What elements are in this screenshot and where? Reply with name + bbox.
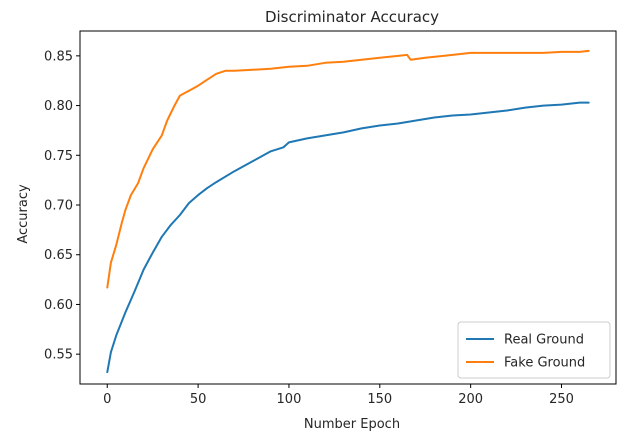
legend-label-2: Fake Ground <box>504 356 585 371</box>
y-tick-label: 0.75 <box>44 149 73 164</box>
y-tick-label: 0.65 <box>44 248 73 263</box>
y-tick-label: 0.70 <box>44 199 73 214</box>
y-tick-label: 0.60 <box>44 298 73 313</box>
x-tick-label: 0 <box>103 392 111 407</box>
plot-frame <box>79 30 617 385</box>
y-tick-label: 0.55 <box>44 348 73 363</box>
chart-title: Discriminator Accuracy <box>265 8 439 26</box>
x-axis-label: Number Epoch <box>304 417 400 432</box>
y-axis-label: Accuracy <box>16 184 31 244</box>
x-tick-label: 50 <box>190 392 207 407</box>
x-tick-label: 150 <box>367 392 392 407</box>
series-line-1 <box>106 101 590 374</box>
legend-label-1: Real Ground <box>504 333 584 348</box>
x-tick-label: 100 <box>277 392 302 407</box>
x-tick-label: 250 <box>549 392 574 407</box>
legend-box <box>457 321 611 379</box>
legend: Real Ground Fake Ground <box>457 321 611 379</box>
y-tick-label: 0.85 <box>44 49 73 64</box>
y-tick-label: 0.80 <box>44 99 73 114</box>
x-tick-label: 200 <box>458 392 483 407</box>
series-line-2 <box>106 49 590 289</box>
